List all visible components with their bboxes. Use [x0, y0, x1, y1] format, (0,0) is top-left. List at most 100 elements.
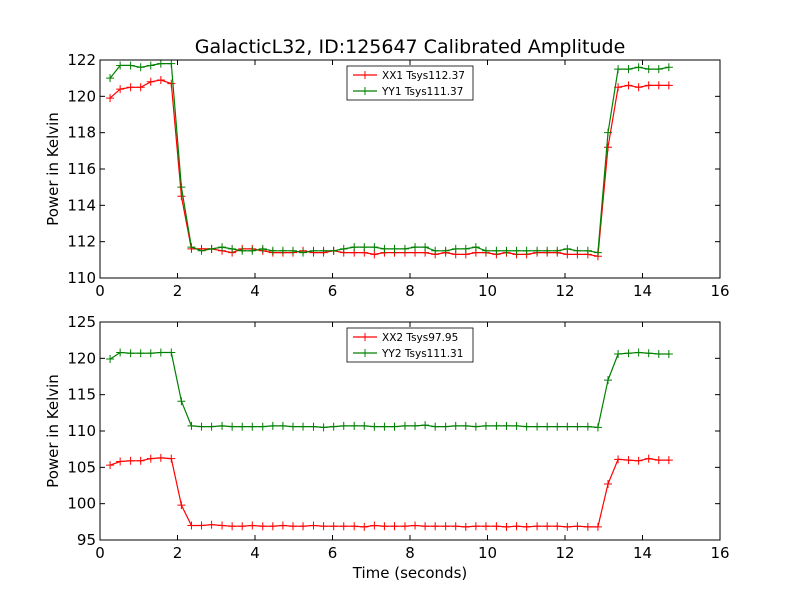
- bottom-data-point: [146, 454, 155, 463]
- bottom-data-point: [238, 522, 247, 531]
- top-data-point: [207, 244, 216, 253]
- top-data-point: [156, 59, 165, 68]
- top-data-point: [563, 244, 572, 253]
- bottom-x-tick-label: 12: [555, 544, 574, 562]
- top-y-axis-label: Power in Kelvin: [44, 112, 62, 226]
- bottom-x-tick-label: 10: [478, 544, 497, 562]
- top-legend-label-2: YY1 Tsys111.37: [381, 86, 463, 98]
- top-legend-box: [346, 65, 474, 101]
- bottom-data-point: [116, 457, 125, 466]
- bottom-data-point: [238, 422, 247, 431]
- bottom-data-point: [390, 522, 399, 531]
- bottom-data-point: [441, 522, 450, 531]
- bottom-data-point: [167, 348, 176, 357]
- bottom-data-point: [390, 422, 399, 431]
- bottom-data-point: [451, 421, 460, 430]
- top-data-point: [136, 63, 145, 72]
- bottom-data-point: [288, 422, 297, 431]
- top-legend: XX1 Tsys112.37 YY1 Tsys111.37: [346, 65, 474, 101]
- top-data-point: [624, 81, 633, 90]
- top-data-point: [522, 246, 531, 255]
- top-data-point: [126, 61, 135, 70]
- top-y-tick-label: 112: [67, 233, 96, 251]
- bottom-data-point: [624, 456, 633, 465]
- top-data-point: [533, 246, 542, 255]
- bottom-data-point: [156, 348, 165, 357]
- top-data-point: [481, 246, 490, 255]
- bottom-x-tick-label: 0: [95, 544, 105, 562]
- top-x-tick-label: 6: [328, 282, 338, 300]
- bottom-data-point: [126, 349, 135, 358]
- top-data-point: [370, 243, 379, 252]
- bottom-data-point: [664, 456, 673, 465]
- top-data-point: [187, 243, 196, 252]
- bottom-data-point: [461, 421, 470, 430]
- bottom-data-point: [644, 454, 653, 463]
- bottom-data-point: [492, 421, 501, 430]
- bottom-data-point: [492, 522, 501, 531]
- bottom-data-point: [400, 421, 409, 430]
- top-y-tick-label: 110: [67, 269, 96, 287]
- bottom-data-point: [461, 522, 470, 531]
- top-data-point: [258, 244, 267, 253]
- top-data-point: [136, 83, 145, 92]
- bottom-data-point: [177, 397, 186, 406]
- bottom-data-point: [644, 349, 653, 358]
- bottom-data-point: [258, 522, 267, 531]
- top-data-point: [471, 243, 480, 252]
- bottom-data-point: [431, 422, 440, 431]
- top-data-point: [146, 77, 155, 86]
- top-x-tick-label: 4: [250, 282, 260, 300]
- bottom-data-point: [268, 421, 277, 430]
- top-data-point: [390, 244, 399, 253]
- bottom-data-point: [543, 522, 552, 531]
- bottom-data-point: [106, 355, 115, 364]
- bottom-data-point: [380, 422, 389, 431]
- bottom-data-point: [563, 522, 572, 531]
- top-data-point: [573, 246, 582, 255]
- top-data-point: [411, 243, 420, 252]
- bottom-data-point: [299, 522, 308, 531]
- bottom-y-tick-label: 100: [67, 495, 96, 513]
- bottom-x-tick-label: 2: [173, 544, 183, 562]
- top-data-point: [228, 244, 237, 253]
- bottom-data-point: [370, 422, 379, 431]
- bottom-data-point: [451, 522, 460, 531]
- plot-top: 0 2 4 6 8 10 12 14 16 110 112 114 116 118 120 122 Power …: [44, 51, 730, 300]
- top-data-point: [624, 65, 633, 74]
- top-y-tick-label: 116: [67, 160, 96, 178]
- top-data-point: [299, 248, 308, 257]
- bottom-data-point: [502, 421, 511, 430]
- top-x-tick-label: 0: [95, 282, 105, 300]
- bottom-y-tick-label: 95: [77, 531, 96, 549]
- top-data-point: [604, 128, 613, 137]
- top-data-point: [400, 244, 409, 253]
- bottom-data-point: [339, 421, 348, 430]
- bottom-data-point: [481, 522, 490, 531]
- top-data-point: [421, 243, 430, 252]
- bottom-legend: XX2 Tsys97.95 YY2 Tsys111.31: [346, 327, 474, 363]
- top-data-point: [664, 63, 673, 72]
- top-data-point: [106, 74, 115, 83]
- bottom-data-point: [583, 422, 592, 431]
- bottom-data-point: [604, 480, 613, 489]
- bottom-data-point: [207, 422, 216, 431]
- top-data-point: [492, 246, 501, 255]
- top-x-tick-label: 10: [478, 282, 497, 300]
- bottom-data-point: [146, 349, 155, 358]
- bottom-data-point: [553, 422, 562, 431]
- bottom-data-point: [654, 349, 663, 358]
- bottom-data-point: [329, 422, 338, 431]
- bottom-y-axis-label: Power in Kelvin: [44, 374, 62, 488]
- top-x-tick-label: 2: [173, 282, 183, 300]
- bottom-data-point: [136, 456, 145, 465]
- bottom-data-point: [177, 501, 186, 510]
- bottom-data-point: [624, 349, 633, 358]
- bottom-data-point: [431, 522, 440, 531]
- top-x-tick-label: 8: [405, 282, 415, 300]
- bottom-legend-marker-2: [361, 349, 369, 357]
- top-data-point: [167, 79, 176, 88]
- bottom-data-point: [614, 455, 623, 464]
- bottom-data-point: [350, 421, 359, 430]
- bottom-x-tick-label: 16: [710, 544, 729, 562]
